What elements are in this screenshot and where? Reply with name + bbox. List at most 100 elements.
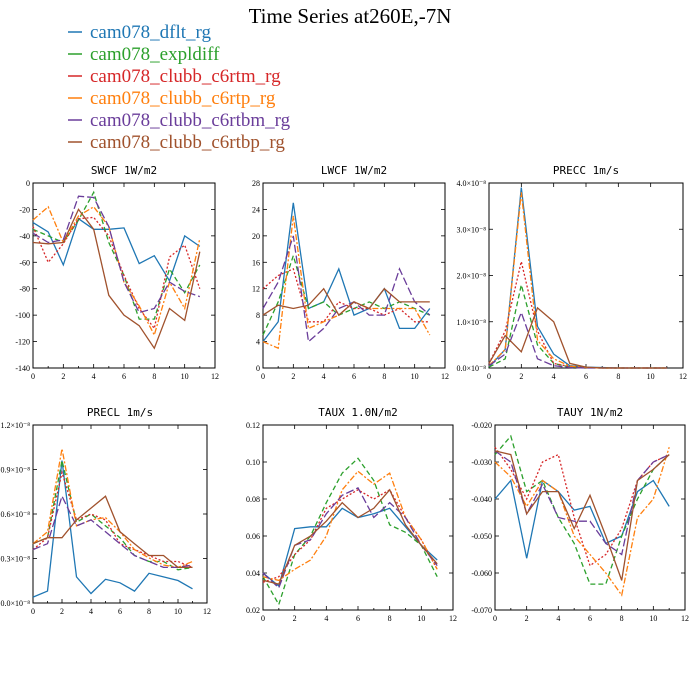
- y-tick-label: -0.040: [471, 495, 492, 504]
- x-tick-label: 4: [92, 372, 96, 381]
- y-tick-label: 0.0×10⁻⁸: [456, 364, 486, 373]
- series-line: [32, 494, 193, 569]
- chart-panel: TAUY 1N/m2 0 2 4 6 8 10 12 -0.020 -0.030 -0.040 -0.…: [471, 406, 689, 623]
- x-tick-label: 0: [487, 372, 491, 381]
- series-line: [494, 450, 670, 556]
- panel-title: PRECL 1m/s: [87, 406, 153, 419]
- legend-item: cam078_dflt_rg: [68, 22, 212, 43]
- chart-panel: SWCF 1W/m2 0 2 4 6 8 10 12 0 -20 -40 -60 -80 -100 -120…: [15, 164, 219, 381]
- y-tick-label: 0.0×10⁻⁸: [0, 599, 30, 608]
- series-line: [262, 287, 430, 317]
- legend-item: cam078_clubb_c6rtbp_rg: [68, 132, 285, 153]
- y-tick-label: 4: [256, 338, 260, 347]
- x-tick-label: 4: [324, 614, 328, 623]
- legend-label: cam078_clubb_c6rtbm_rg: [90, 110, 291, 131]
- x-tick-label: 12: [679, 372, 687, 381]
- series-line: [262, 268, 430, 323]
- y-tick-label: 4.0×10⁻⁸: [456, 179, 486, 188]
- series-line: [32, 469, 193, 569]
- series-line: [32, 495, 193, 569]
- legend-item: cam078_clubb_c6rtp_rg: [68, 88, 276, 109]
- x-tick-label: 0: [493, 614, 497, 623]
- x-tick-label: 8: [388, 614, 392, 623]
- x-tick-label: 12: [681, 614, 689, 623]
- legend-label: cam078_expldiff: [90, 44, 220, 65]
- y-tick-label: -20: [19, 205, 30, 214]
- x-tick-label: 2: [60, 607, 64, 616]
- x-tick-label: 6: [584, 372, 588, 381]
- y-tick-label: -0.070: [471, 606, 492, 615]
- chart-panel: TAUX 1.0N/m2 0 2 4 6 8 10 12 0.02 0.04 0.06 0.08 0.1…: [246, 406, 457, 623]
- panel-title: LWCF 1W/m2: [321, 164, 387, 177]
- x-tick-label: 8: [152, 372, 156, 381]
- series-line: [494, 450, 670, 581]
- x-tick-label: 4: [556, 614, 560, 623]
- y-tick-label: -100: [15, 311, 30, 320]
- y-tick-label: 0.3×10⁻⁸: [0, 555, 30, 564]
- series-line: [262, 457, 438, 607]
- legend-item: cam078_clubb_c6rtm_rg: [68, 66, 281, 87]
- y-tick-label: 0: [256, 364, 260, 373]
- x-tick-label: 10: [417, 614, 425, 623]
- chart-panel: PRECC 1m/s 0 2 4 6 8 10 12 0.0×10⁻⁸ 1.0×10⁻⁸ 2.0×1…: [456, 164, 687, 381]
- x-tick-label: 4: [322, 372, 326, 381]
- y-tick-label: 0.04: [246, 569, 260, 578]
- x-tick-label: 6: [122, 372, 126, 381]
- x-tick-label: 12: [211, 372, 219, 381]
- x-tick-label: 4: [552, 372, 556, 381]
- series-line: [488, 187, 667, 369]
- legend-label: cam078_dflt_rg: [90, 22, 212, 43]
- series-line: [32, 195, 201, 314]
- series-line: [488, 306, 667, 369]
- panel-title: TAUY 1N/m2: [557, 406, 623, 419]
- series-line: [262, 507, 438, 588]
- y-tick-label: 0.10: [246, 458, 260, 467]
- series-line: [262, 470, 438, 582]
- x-tick-label: 10: [647, 372, 655, 381]
- x-tick-label: 0: [31, 607, 35, 616]
- y-tick-label: 16: [252, 258, 260, 267]
- series-line: [488, 192, 667, 369]
- y-tick-label: 0: [26, 179, 30, 188]
- x-tick-label: 12: [449, 614, 457, 623]
- panel-title: SWCF 1W/m2: [91, 164, 157, 177]
- y-tick-label: -0.050: [471, 532, 492, 541]
- panels: SWCF 1W/m20 2 4 6 8 10 120-20-40-60-80-100-120…: [0, 164, 689, 623]
- series-line: [488, 310, 667, 369]
- y-tick-label: -80: [19, 285, 30, 294]
- y-tick-label: 1.0×10⁻⁸: [456, 318, 486, 327]
- series-line: [32, 190, 201, 320]
- legend-label: cam078_clubb_c6rtbp_rg: [90, 132, 285, 153]
- x-tick-label: 2: [519, 372, 523, 381]
- legend: cam078_dflt_rgcam078_expldiffcam078_club…: [68, 22, 291, 153]
- y-tick-label: -0.020: [471, 421, 492, 430]
- panel-title: TAUX 1.0N/m2: [318, 406, 397, 419]
- series-line: [262, 202, 431, 342]
- series-line: [32, 208, 201, 350]
- x-tick-label: 8: [616, 372, 620, 381]
- x-tick-label: 6: [588, 614, 592, 623]
- x-tick-label: 8: [147, 607, 151, 616]
- series-line: [262, 215, 431, 350]
- x-tick-label: 6: [356, 614, 360, 623]
- y-tick-label: -0.060: [471, 569, 492, 578]
- series-line: [494, 446, 670, 567]
- legend-label: cam078_clubb_c6rtm_rg: [90, 66, 281, 87]
- series-line: [488, 261, 667, 369]
- series-line: [32, 460, 193, 598]
- series-line: [494, 434, 670, 585]
- y-tick-label: -60: [19, 258, 30, 267]
- x-tick-label: 8: [382, 372, 386, 381]
- plot-frame: [494, 424, 686, 611]
- x-tick-label: 2: [525, 614, 529, 623]
- series-line: [32, 216, 201, 330]
- series-line: [32, 205, 201, 337]
- y-tick-label: 0.08: [246, 495, 260, 504]
- panel-title: PRECC 1m/s: [553, 164, 619, 177]
- y-tick-label: 8: [256, 311, 260, 320]
- y-tick-label: 2.0×10⁻⁸: [456, 272, 486, 281]
- series-line: [494, 479, 670, 559]
- series-line: [262, 235, 431, 343]
- series-line: [262, 488, 438, 583]
